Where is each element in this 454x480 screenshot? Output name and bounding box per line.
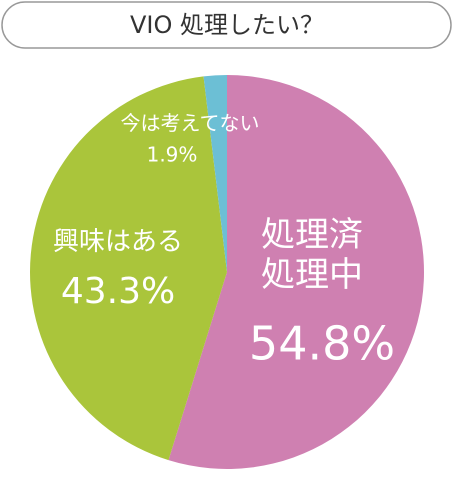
value-label: 43.3% (61, 271, 175, 312)
slice-label: 処理済処理中 (261, 215, 363, 295)
value-label: 1.9% (147, 143, 198, 167)
pie-slice (203, 75, 227, 272)
slice-label: 今は考えてない (121, 111, 260, 135)
pie-slice (30, 76, 227, 461)
slice-label-line: 処理済 (261, 215, 363, 255)
slice-label-line: 興味はある (53, 227, 183, 257)
slice-label-line: 処理中 (261, 255, 363, 295)
slice-label: 興味はある (53, 227, 183, 257)
title-box (1, 1, 452, 49)
chart-title: VIO 処理したい？ (130, 11, 324, 39)
value-label: 54.8% (249, 317, 395, 371)
slice-label-line: 今は考えてない (121, 111, 260, 135)
pie-slice (168, 75, 424, 469)
